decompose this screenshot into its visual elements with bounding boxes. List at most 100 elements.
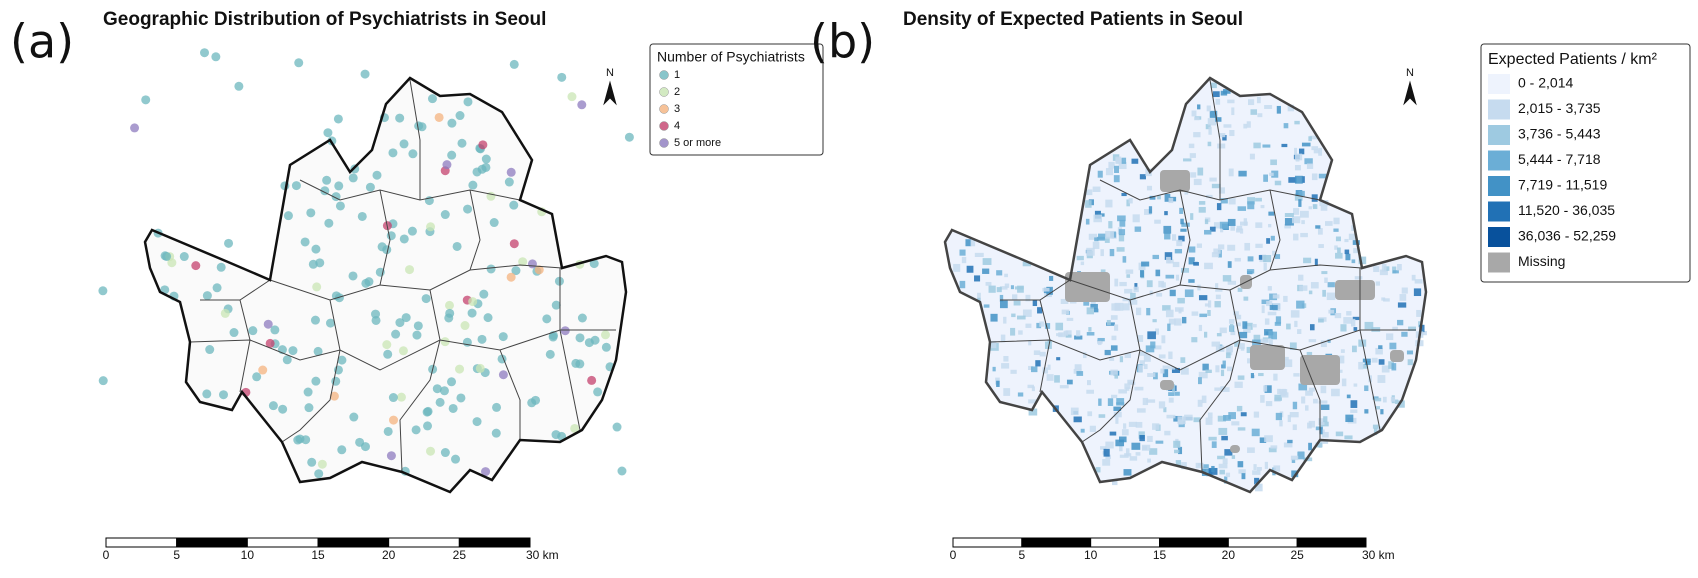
psychiatrist-point [498,370,508,380]
density-patch [1208,436,1217,441]
density-patch [1134,226,1142,232]
density-patch [1209,226,1216,232]
density-patch [1131,442,1141,450]
density-patch [1392,326,1398,331]
density-patch [1108,221,1113,229]
density-patch [1318,147,1323,156]
district-boundary [1099,179,1321,201]
density-patch [1215,283,1219,289]
legend-label: 2 [674,86,680,98]
density-patch [1275,316,1282,324]
density-patch [1217,415,1227,422]
density-patch [1060,298,1069,305]
density-patch [1331,388,1340,397]
density-patch [1251,428,1260,437]
density-patch [1237,343,1245,349]
psychiatrist-point [382,340,392,350]
density-patch [1111,335,1117,341]
density-patch [1215,288,1223,292]
psychiatrist-point [191,261,201,271]
density-patch [1305,405,1309,411]
density-patch [1149,195,1156,200]
density-patch [1164,233,1171,240]
density-patch [1337,247,1341,254]
psychiatrist-point [268,401,278,411]
psychiatrist-point [475,363,485,373]
density-patch [1287,104,1295,112]
density-patch [1165,309,1174,318]
density-patch [1113,406,1122,411]
density-patch [1119,281,1127,287]
density-patch [1225,345,1233,353]
density-patch [1013,300,1021,306]
psychiatrist-point [386,451,396,461]
density-patch [1171,367,1180,373]
block-line [0,0,314,247]
density-patch [1102,459,1111,466]
density-patch [1191,311,1199,316]
district-boundary [1179,189,1191,286]
block-line [0,0,316,221]
density-patch [1253,411,1260,418]
density-patch [1318,244,1324,248]
district-boundary [379,189,391,286]
psychiatrist-point [216,262,226,272]
density-patch [1379,269,1388,276]
density-patch [1137,335,1144,342]
density-patch [1263,262,1267,271]
density-patch [1147,458,1151,463]
psychiatrist-point [371,315,381,325]
density-patch [1263,255,1272,263]
density-patch [1237,427,1246,431]
density-patch [1136,408,1146,413]
block-line [0,0,413,289]
density-patch [1290,455,1299,461]
psychiatrist-point [617,466,627,476]
density-patch [982,258,992,265]
density-patch [1173,440,1181,448]
density-patch [1289,342,1297,350]
density-patch [1119,356,1124,363]
density-patch [1109,431,1117,436]
density-patch [1204,219,1209,225]
density-patch [1261,299,1270,305]
density-patch [1254,477,1260,485]
density-patch [1110,315,1118,320]
density-patch [1267,286,1272,291]
density-patch [1294,320,1298,328]
density-patch [1218,427,1228,435]
density-patch [1115,439,1125,447]
density-patch [1323,416,1328,423]
density-patch [1308,206,1313,210]
density-patch [1033,350,1041,355]
psychiatrist-point [457,138,467,148]
density-patch [1252,323,1257,328]
density-patch [1233,311,1239,316]
density-patch [1397,319,1404,326]
density-patch [1123,469,1132,476]
density-patch [974,252,984,257]
density-patch [1162,305,1171,311]
psychiatrist-point [575,333,585,343]
density-patch [1174,449,1180,454]
psychiatrist-point [423,421,433,431]
density-patch [1181,267,1190,273]
density-patch [1086,307,1094,315]
density-patch [1031,386,1035,392]
density-patch [1383,298,1390,302]
density-patch [1413,288,1422,297]
density-patch [1136,307,1142,316]
district-boundary [989,329,1416,371]
district-boundary [281,299,341,443]
density-patch [1373,266,1380,273]
density-patch [1340,324,1347,332]
psychiatrist-point [421,294,431,304]
psychiatrist-point [601,342,611,352]
density-patch [1074,364,1082,370]
density-patch [1107,398,1114,406]
density-patch [1213,248,1221,254]
psychiatrist-point [447,150,457,160]
legend-box [1480,43,1691,283]
density-patch [1407,359,1413,366]
density-patch [1104,349,1111,356]
